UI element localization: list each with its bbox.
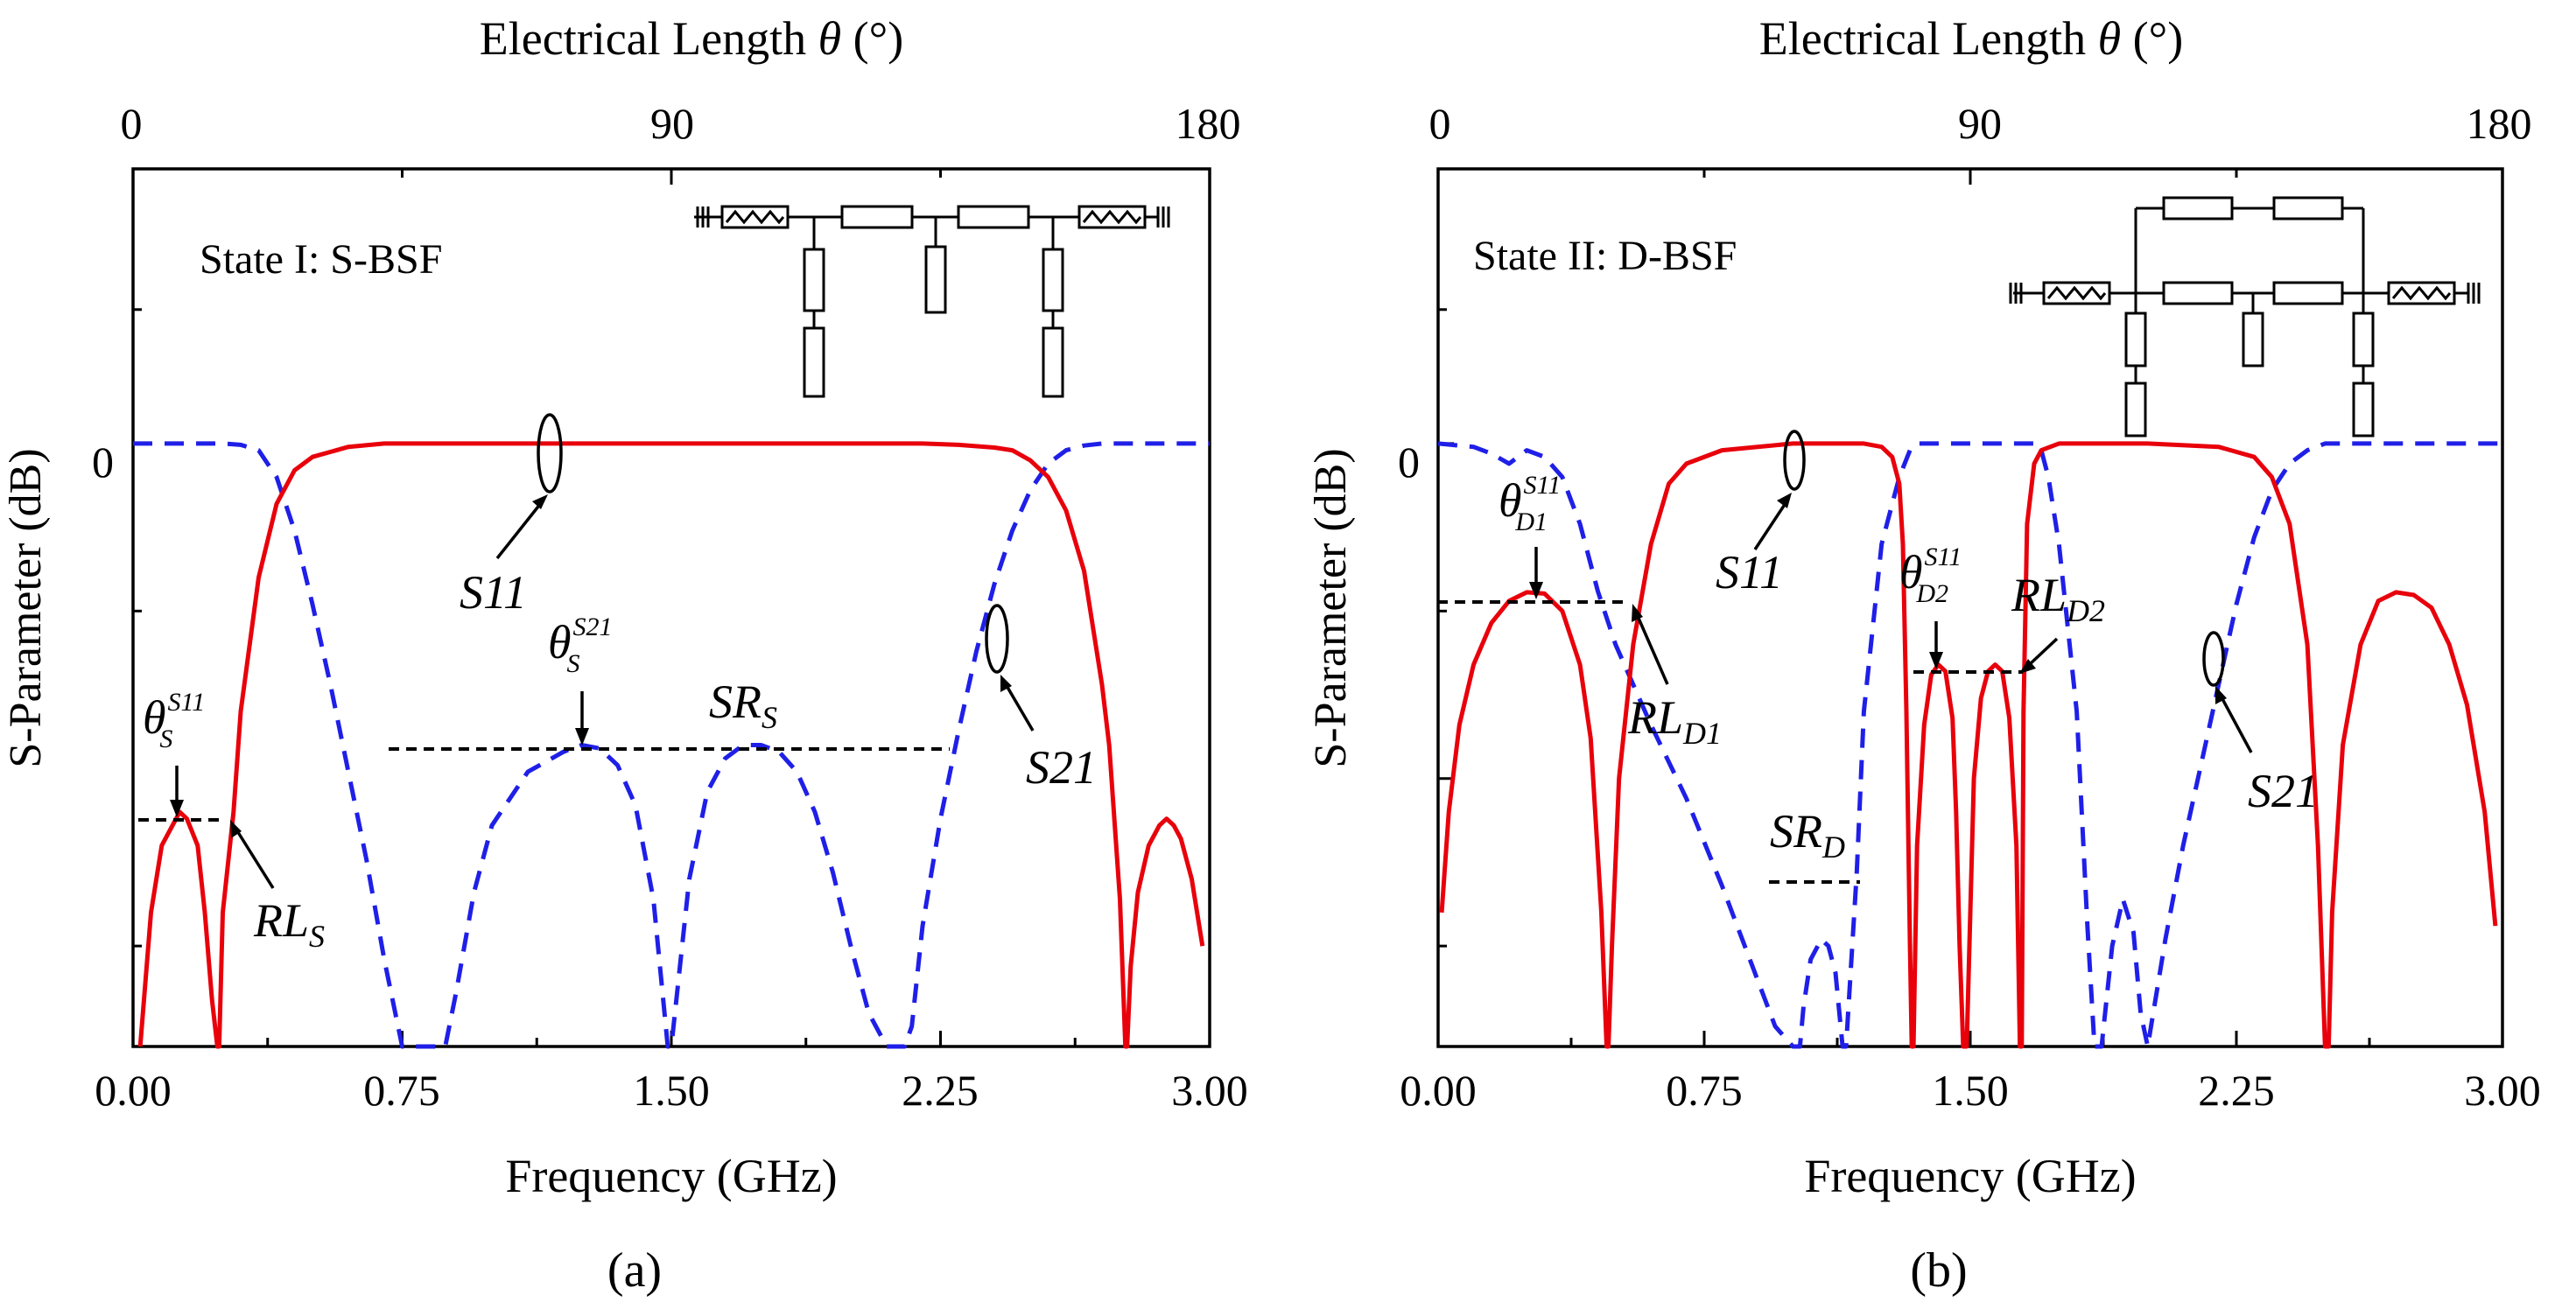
rl-arrowhead-a [230,820,242,838]
theta-d1-label: θS11 D1 [1499,471,1561,536]
top-tick-label: 180 [1176,99,1241,148]
top-tick-label: 0 [121,99,143,148]
top-tick-label: 90 [650,99,694,148]
s21-marker-ellipse-b [2202,631,2225,687]
x-tick-label: 3.00 [1171,1066,1248,1115]
theta-d2-label: θS11 D2 [1899,542,1962,608]
s21-arrowhead-a [1000,675,1012,692]
s21-arrow-b [2219,695,2253,753]
s21-label-a: S21 [1026,741,1097,794]
top-axis-title-a: Electrical Length θ (°) [480,12,903,65]
caption-a: (a) [607,1243,662,1298]
panel-b: Electrical Length θ (°) 0 90 180 S-Param… [1306,12,2541,1298]
rl-arrow-a [235,829,275,889]
x-tick-label: 2.25 [2198,1066,2275,1115]
x-axis-title-b: Frequency (GHz) [1804,1150,2136,1202]
s11-marker-ellipse-a [537,413,563,494]
y-axis-title-b: S-Parameter (dB) [1306,448,1356,767]
s11-arrow-a [495,501,543,560]
caption-b: (b) [1910,1243,1967,1298]
ticks-a [131,169,1211,1046]
y-tick-label-zero: 0 [92,438,114,486]
s21-arrowhead-b [2215,686,2227,704]
x-tick-label: 0.00 [1400,1066,1477,1115]
rl-d1-arrowhead [1632,604,1643,622]
rl-label-a: RLS [253,894,325,954]
rl-d1-label: RLD1 [1627,691,1722,751]
circuit-schematic-a [694,205,1170,398]
x-tick-label: 0.75 [1666,1066,1743,1115]
state-label-a: State I: S-BSF [200,236,442,283]
rl-d2-arrowhead [2019,659,2036,674]
x-axis-title-a: Frequency (GHz) [505,1150,837,1202]
s11-arrowhead-a [532,494,548,509]
theta-s11-arrowhead-a [170,800,184,817]
y-axis-title-a: S-Parameter (dB) [1,448,51,767]
state-label-b: State II: D-BSF [1473,233,1737,279]
s21-arrow-a [1004,683,1035,732]
s11-curve-b [1439,441,2498,1049]
rl-d1-arrow [1635,613,1669,685]
s11-label-a: S11 [460,566,527,619]
theta-d1-arrowhead [1529,582,1543,599]
s21-marker-ellipse-a [985,604,1009,674]
y-tick-label-zero: 0 [1398,438,1420,486]
x-tick-label: 1.50 [1932,1066,2009,1115]
s11-arrow-b [1753,502,1787,550]
theta-s21-arrowhead-a [575,728,589,746]
theta-s11-label-a: θS11 S [143,688,205,753]
rl-d2-label: RLD2 [2011,569,2105,628]
x-tick-label: 0.75 [363,1066,440,1115]
rl-d2-arrow [2027,637,2059,667]
s11-curve-a [137,441,1205,1049]
x-tick-label: 3.00 [2464,1066,2541,1115]
circuit-schematic-b [2009,196,2481,438]
theta-s21-label-a: θS21 S [548,612,613,678]
sr-label-a: SRS [709,676,777,735]
sr-d-label: SRD [1770,805,1845,864]
x-tick-label: 1.50 [633,1066,710,1115]
theta-d2-arrowhead [1929,652,1943,669]
top-tick-label: 0 [1429,99,1451,148]
s11-arrowhead-b [1777,493,1792,508]
x-tick-label: 0.00 [95,1066,172,1115]
x-tick-label: 2.25 [902,1066,979,1115]
s21-curve-a [133,441,1210,1049]
top-tick-label: 180 [2467,99,2532,148]
panel-a: Electrical Length θ (°) 0 90 180 S-Param… [1,12,1248,1298]
top-tick-label: 90 [1958,99,2002,148]
s11-label-b: S11 [1716,546,1783,598]
s21-curve-b [1437,441,2502,1049]
s21-label-b: S21 [2248,765,2319,817]
top-axis-title-b: Electrical Length θ (°) [1759,12,2183,65]
s11-marker-ellipse-b [1783,430,1806,491]
